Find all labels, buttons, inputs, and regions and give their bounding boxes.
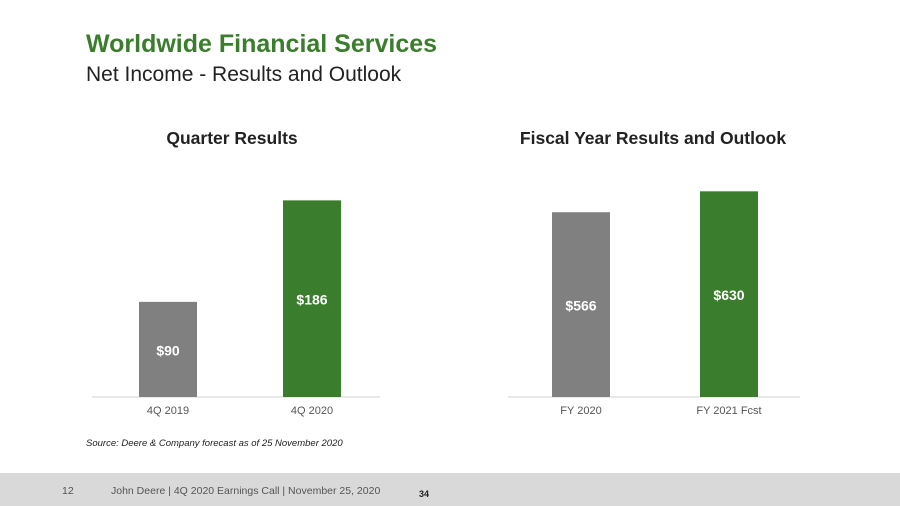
bar-value-label: $90 xyxy=(156,342,180,358)
bar xyxy=(700,191,758,397)
source-note: Source: Deere & Company forecast as of 2… xyxy=(86,438,343,449)
page-number: 34 xyxy=(419,489,430,499)
bar-charts: $90 4Q 2019 $186 4Q 2020 $566 FY 2020 $630 FY 2… xyxy=(92,191,800,417)
x-tick-label: FY 2020 xyxy=(560,405,601,417)
footer-bar: 12 John Deere | 4Q 2020 Earnings Call | … xyxy=(0,473,900,506)
x-tick-label: 4Q 2020 xyxy=(291,405,333,417)
bar xyxy=(139,301,197,397)
footer-slide-number: 12 xyxy=(62,485,74,497)
page-subtitle: Net Income - Results and Outlook xyxy=(86,63,402,86)
bar-value-label: $186 xyxy=(296,292,327,308)
footer-text: John Deere | 4Q 2020 Earnings Call | Nov… xyxy=(111,485,381,497)
bar-value-label: $566 xyxy=(565,298,596,314)
x-tick-label: FY 2021 Fcst xyxy=(696,405,761,417)
bar xyxy=(552,212,610,397)
page-title: Worldwide Financial Services xyxy=(86,30,438,58)
bar xyxy=(283,200,341,397)
x-tick-label: 4Q 2019 xyxy=(147,405,189,417)
fiscal-year-chart-title: Fiscal Year Results and Outlook xyxy=(519,128,787,148)
bar-value-label: $630 xyxy=(713,287,744,303)
quarter-chart-title: Quarter Results xyxy=(166,128,298,148)
